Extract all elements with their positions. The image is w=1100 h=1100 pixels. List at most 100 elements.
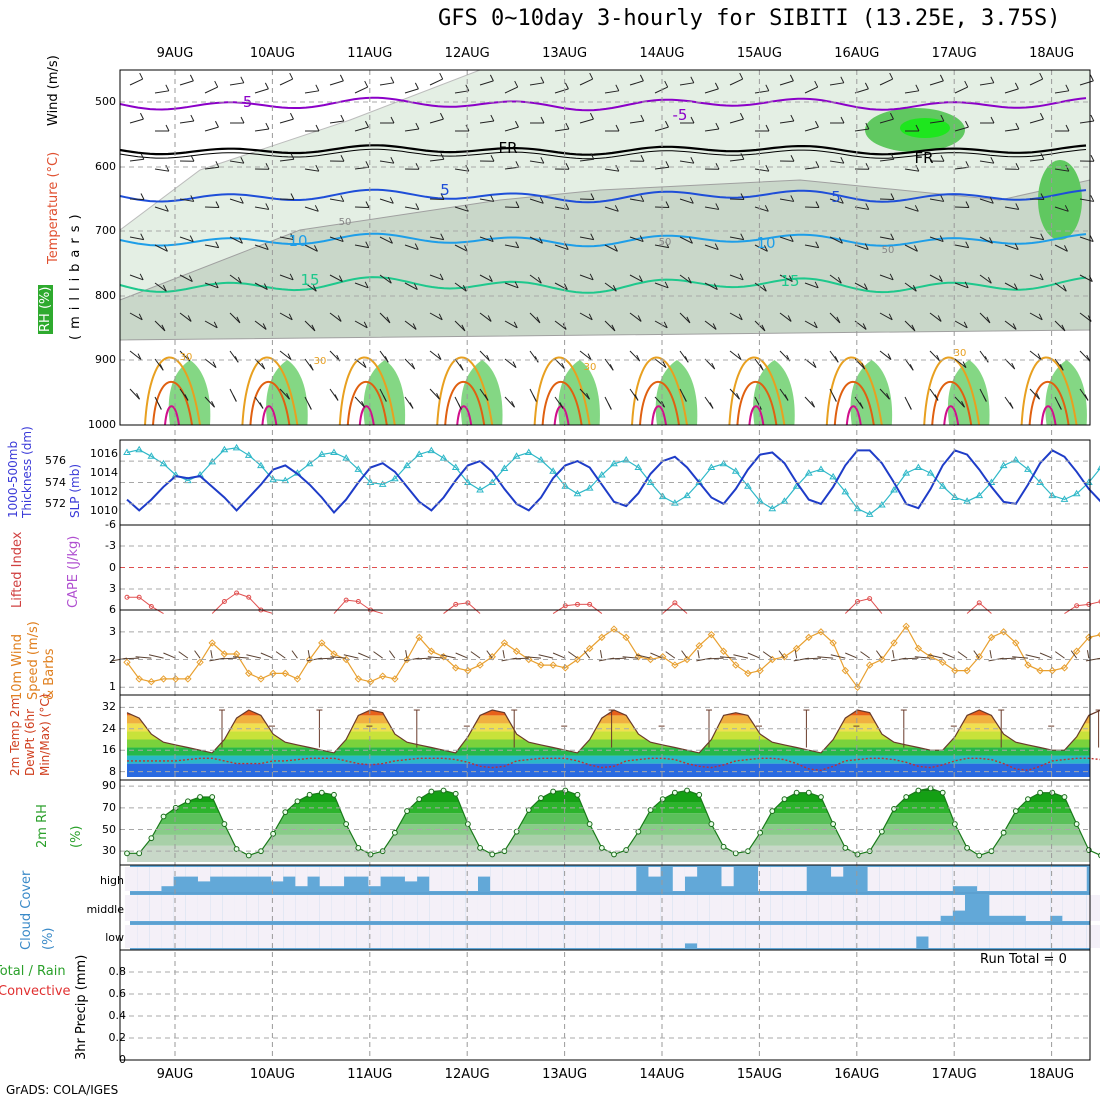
wind-barb-10m <box>794 650 798 659</box>
wind-barb <box>954 166 969 170</box>
rh-point <box>184 798 191 805</box>
rh-point <box>221 821 228 827</box>
wind-barb <box>779 274 793 283</box>
wind-barb-flag <box>889 273 894 281</box>
wind-barb-flag <box>1065 164 1070 172</box>
cloud-clear-cell <box>222 925 235 948</box>
wind-barb <box>679 312 691 324</box>
rh-point <box>550 788 557 795</box>
rh-point <box>623 847 630 853</box>
wind-barb-10m <box>163 652 176 659</box>
temp-tick: 8 <box>109 764 116 778</box>
wind-barb-10m <box>622 656 639 659</box>
wind-barb-flag <box>138 313 143 321</box>
wind-barb <box>154 90 169 94</box>
wind-barb-flag <box>213 321 218 329</box>
wind-barb-flag <box>365 161 370 168</box>
rh-point <box>769 808 776 814</box>
wind-speed-point <box>732 661 740 669</box>
wind-barb <box>179 350 191 362</box>
wind-barb-flag <box>1039 72 1044 80</box>
wind-barb-10m <box>973 650 980 659</box>
wind-barb <box>929 236 944 243</box>
wind-barb <box>1079 312 1092 322</box>
cloud-clear-cell <box>124 895 138 921</box>
wind-barb-flag <box>1059 364 1064 371</box>
contour-label: 10 <box>756 234 775 252</box>
rh-tick: 50 <box>102 822 116 836</box>
wind-barb-10m <box>747 652 761 659</box>
wind-barb <box>279 274 294 281</box>
cloud-clear-cell <box>636 925 649 948</box>
wind-barb-flag <box>139 72 144 80</box>
wind-barb-flag <box>365 241 370 248</box>
wind-barb-flag <box>211 401 215 408</box>
wind-barb-flag <box>739 72 744 80</box>
cloud-clear-cell <box>429 867 442 891</box>
wind-barb-flag <box>514 281 519 289</box>
wind-barb-flag <box>1084 394 1089 401</box>
wind-barb-flag <box>865 122 870 130</box>
precip-tick: 0.4 <box>108 1009 127 1022</box>
wind-speed-point <box>1012 639 1020 647</box>
wind-barb-flag <box>711 362 716 370</box>
wind-barb-flag <box>665 201 670 208</box>
wind-barb <box>1079 350 1091 362</box>
wind-speed-point <box>951 666 959 675</box>
rh-column-high <box>850 360 893 425</box>
cloud-clear-cell <box>526 925 539 948</box>
wind-barb <box>254 320 267 330</box>
wind-barb-flag <box>589 273 594 281</box>
precip-tick: 0.2 <box>108 1031 127 1044</box>
cloud-clear-cell <box>538 925 552 948</box>
contour-max <box>553 405 570 426</box>
slp-point <box>890 486 898 493</box>
wind-barb <box>504 244 519 249</box>
cloud-clear-cell <box>867 895 880 921</box>
cloud-clear-cell <box>831 895 844 921</box>
wind-barb-flag <box>390 156 395 164</box>
wind-barb <box>554 88 569 94</box>
wind-barb <box>629 80 644 86</box>
cloud-clear-cell <box>1098 895 1100 921</box>
wind-barb-10m <box>583 650 591 659</box>
cloud-clear-cell <box>940 867 953 891</box>
wind-barb-flag <box>859 402 864 409</box>
contour-label: 50 <box>339 217 352 228</box>
wind-barb-flag <box>714 82 719 90</box>
cloud-clear-cell <box>356 895 369 921</box>
wind-barb <box>679 82 694 86</box>
contour-plus30 <box>728 356 786 426</box>
cloud-clear-cell <box>660 925 673 948</box>
precip-tick: 0 <box>119 1053 126 1066</box>
cloud-clear-cell <box>940 925 953 948</box>
wind-barb-flag <box>640 195 645 202</box>
contour-label: 5 <box>831 188 841 206</box>
wind-barb-flag <box>390 116 395 124</box>
slp-point <box>817 465 825 472</box>
contour-label: 30 <box>314 356 327 367</box>
wind-barb-flag <box>215 201 220 208</box>
cloud-clear-cell <box>477 895 491 921</box>
wind-barb-flag <box>314 245 318 252</box>
wind-barb-10m <box>502 650 505 659</box>
wind-barb <box>479 350 491 362</box>
wind-barb-flag <box>338 275 343 282</box>
wind-barb <box>404 282 418 291</box>
wind-barb-10m <box>307 650 311 659</box>
slp-point <box>853 504 862 512</box>
contour-max <box>358 405 375 426</box>
rh-point <box>477 845 483 851</box>
wind-barb-flag <box>415 122 420 130</box>
wind-barb <box>579 236 594 241</box>
wind-barb-flag <box>612 285 617 292</box>
wind-barb <box>254 88 269 94</box>
cloud-clear-cell <box>806 925 819 948</box>
rh-point <box>635 828 642 835</box>
wind-barb-flag <box>590 153 595 160</box>
wind-barb <box>179 120 194 124</box>
rh-point <box>1025 796 1031 803</box>
wind-barb-flag <box>689 237 693 244</box>
wind-barb <box>779 120 794 124</box>
wind-barb-flag <box>1014 82 1019 90</box>
